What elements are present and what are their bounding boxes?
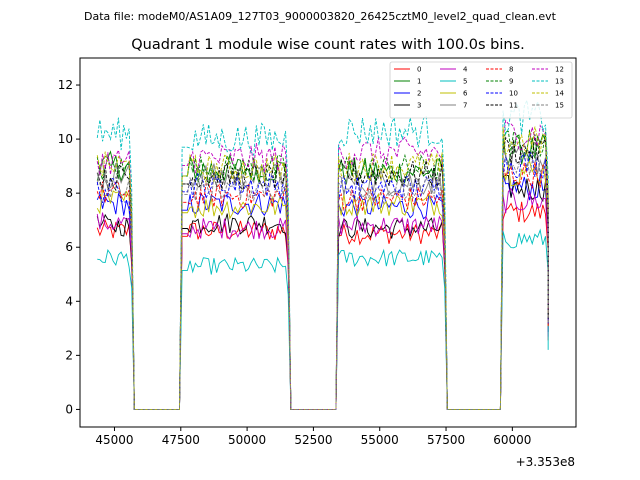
legend-frame <box>389 61 573 119</box>
series-line-5 <box>97 228 549 410</box>
x-tick-label: 50000 <box>228 433 266 447</box>
series-line-4 <box>96 188 549 410</box>
series-line-11 <box>96 134 549 410</box>
series-line-13 <box>96 98 549 410</box>
series-line-3 <box>96 174 549 410</box>
y-tick-label: 10 <box>58 132 73 146</box>
series-line-12 <box>96 119 549 410</box>
legend-label-12: 12 <box>555 66 564 74</box>
x-axis: 45000 47500 50000 52500 55000 57500 60000 <box>95 427 531 447</box>
legend-label-9: 9 <box>509 78 513 86</box>
x-tick-label: 60000 <box>493 433 531 447</box>
plot-lines <box>96 98 549 410</box>
series-line-2 <box>96 174 549 410</box>
legend-label-11: 11 <box>509 102 518 110</box>
plot-frame <box>79 57 577 428</box>
x-tick-label: 45000 <box>95 433 133 447</box>
series-line-1 <box>96 133 549 410</box>
x-offset-label: +3.353e8 <box>516 455 575 469</box>
legend-label-10: 10 <box>509 90 518 98</box>
y-tick-label: 4 <box>65 294 73 308</box>
series-line-14 <box>96 126 549 410</box>
legend-label-0: 0 <box>417 66 421 74</box>
y-tick-label: 12 <box>58 78 73 92</box>
legend-label-3: 3 <box>417 102 421 110</box>
legend-label-15: 15 <box>555 102 564 110</box>
legend-label-2: 2 <box>417 90 421 98</box>
y-tick-label: 8 <box>65 186 73 200</box>
series-line-7 <box>96 144 549 410</box>
chart-title: Quadrant 1 module wise count rates with … <box>131 37 525 53</box>
series-line-9 <box>96 129 549 410</box>
series-line-15 <box>96 152 549 410</box>
y-tick-label: 6 <box>65 240 73 254</box>
legend-label-5: 5 <box>463 78 467 86</box>
legend-label-6: 6 <box>463 90 468 98</box>
x-tick-label: 55000 <box>361 433 399 447</box>
legend-label-4: 4 <box>463 66 468 74</box>
legend-label-8: 8 <box>509 66 513 74</box>
suptitle: Data file: modeM0/AS1A09_127T03_90000038… <box>84 10 557 23</box>
series-line-8 <box>96 162 549 410</box>
x-tick-label: 57500 <box>427 433 465 447</box>
y-tick-label: 0 <box>65 402 73 416</box>
y-axis: 0 2 4 6 8 10 12 <box>58 78 80 416</box>
legend-label-13: 13 <box>555 78 564 86</box>
series-line-10 <box>96 150 549 410</box>
legend-label-7: 7 <box>463 102 467 110</box>
y-tick-label: 2 <box>65 348 73 362</box>
series-line-6 <box>96 160 549 410</box>
series-line-0 <box>96 201 549 410</box>
legend-label-1: 1 <box>417 78 421 86</box>
x-tick-label: 47500 <box>162 433 200 447</box>
x-tick-label: 52500 <box>294 433 332 447</box>
legend-label-14: 14 <box>555 90 564 98</box>
